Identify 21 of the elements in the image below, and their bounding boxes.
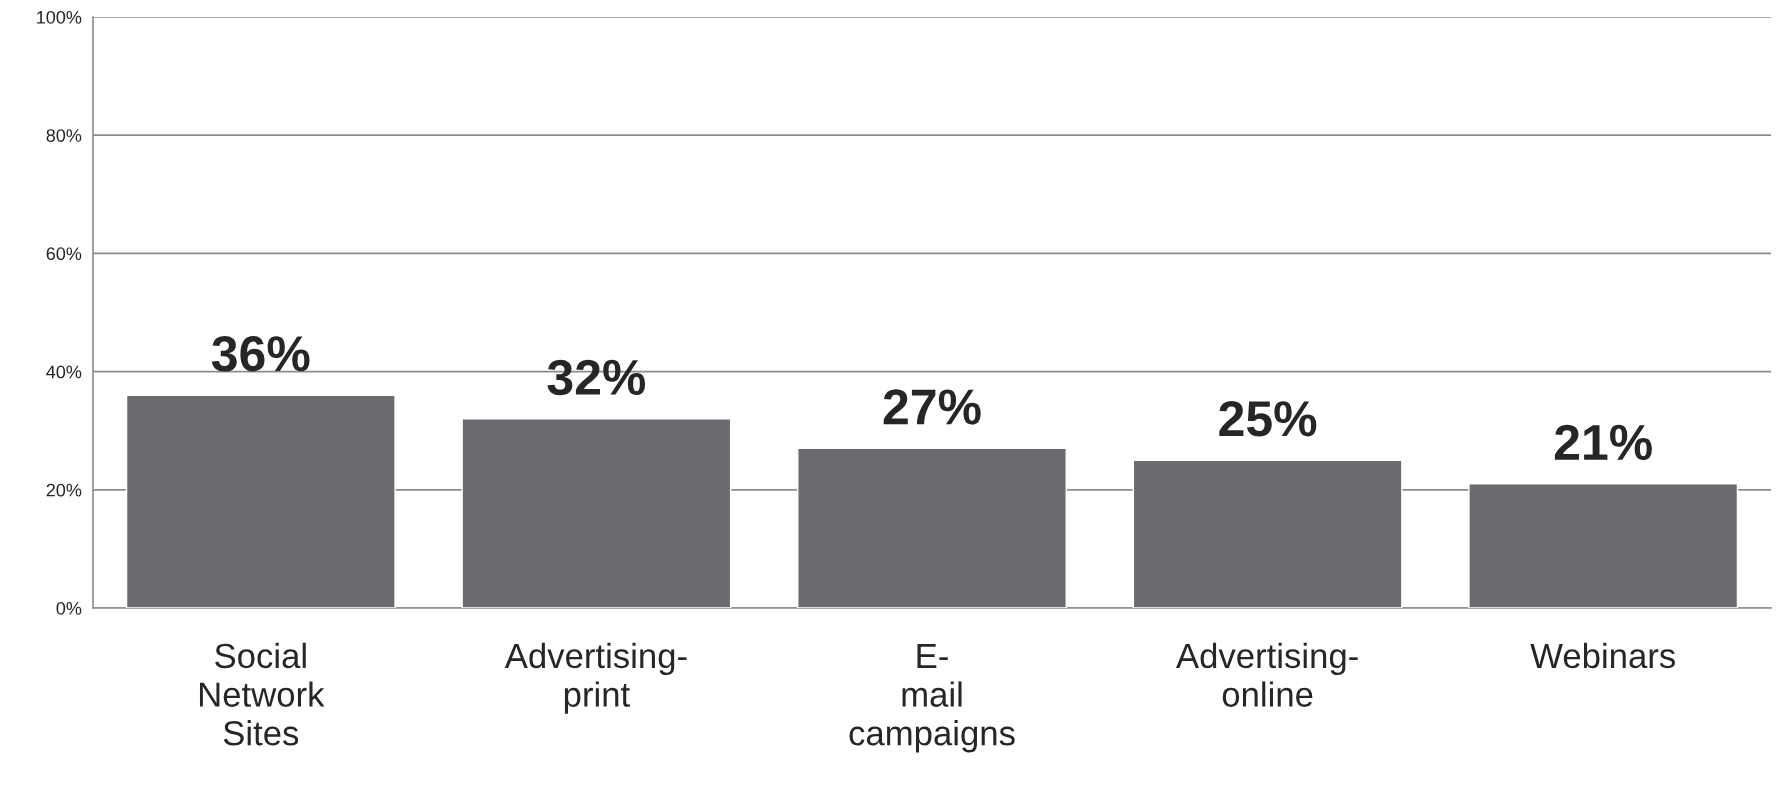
- data-label: 27%: [883, 389, 981, 425]
- x-tick-label: E-mail campaigns: [849, 644, 1015, 753]
- y-tick-label: 100%: [37, 10, 82, 24]
- bar: [125, 394, 396, 608]
- bar: [461, 418, 732, 608]
- y-tick-label: 40%: [46, 365, 82, 379]
- x-tick-label: Advertising-online: [1176, 642, 1358, 707]
- y-tick-label: 20%: [46, 483, 82, 497]
- data-label: 32%: [547, 359, 646, 396]
- bar: [1468, 483, 1739, 608]
- data-label: 25%: [1219, 401, 1317, 437]
- data-label: 36%: [211, 336, 310, 372]
- bar: [1132, 459, 1403, 608]
- data-label: 21%: [1554, 424, 1652, 461]
- y-tick-label: 60%: [46, 247, 82, 261]
- bar: [797, 447, 1067, 608]
- y-tick-label: 80%: [46, 129, 82, 142]
- y-tick-label: 0%: [56, 601, 82, 615]
- x-tick-label: Webinars: [1530, 642, 1675, 669]
- x-tick-label: Social Network Sites: [199, 642, 325, 746]
- x-tick-label: Advertising-print: [504, 642, 687, 714]
